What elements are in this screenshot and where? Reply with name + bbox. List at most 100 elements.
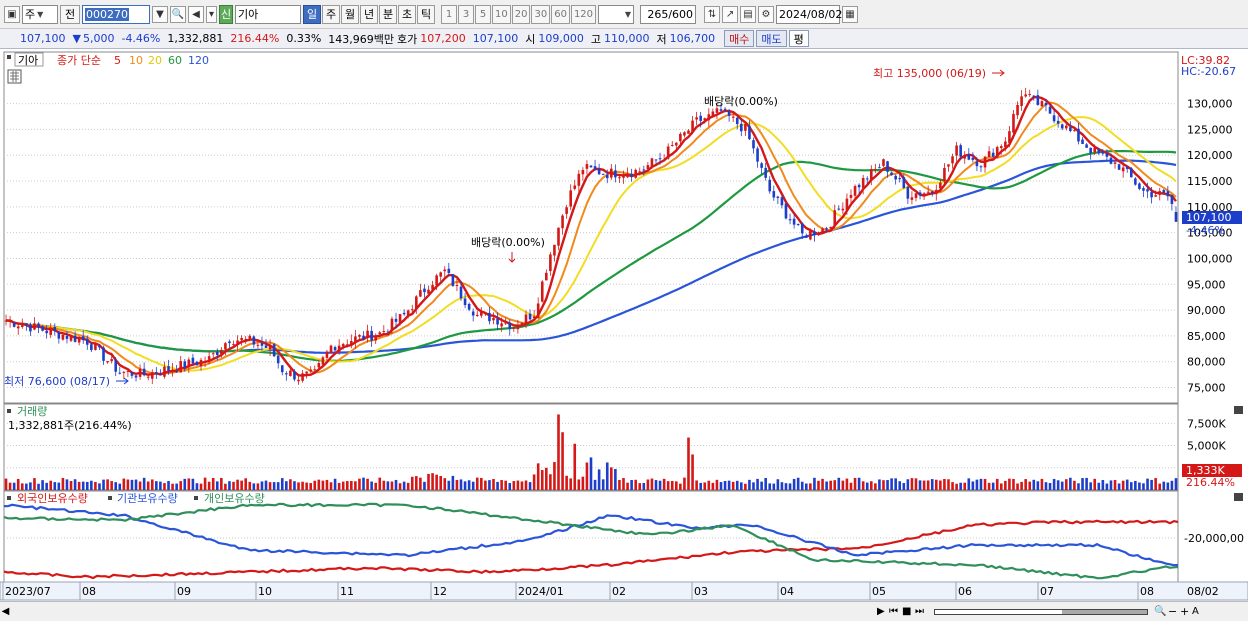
candle [593,159,597,171]
interval-button-3[interactable]: 3 [458,4,474,24]
custom-interval-select[interactable]: ▼ [598,4,635,24]
volume-bar [934,479,938,490]
volume-bar [37,483,40,490]
period-button-월[interactable]: 월 [341,4,359,24]
candle [341,342,345,350]
candle [305,371,308,379]
date-value: 2024/08/02 [779,7,843,21]
volume-bar [439,476,442,490]
volume-bar [670,480,674,490]
font-size-icon[interactable]: A [1192,606,1199,617]
holding-close-icon[interactable] [1234,493,1243,501]
candle [345,339,349,348]
candle [480,307,483,319]
period-button-년[interactable]: 년 [360,4,378,24]
legend-marker [7,409,11,413]
chart-tools-icon[interactable]: ⇅ [704,5,721,23]
scroll-left-icon[interactable]: ◀ [1,606,10,617]
volume-bar [788,483,792,490]
stock-name-field[interactable]: 기아 [235,4,301,24]
candle [443,266,447,278]
candle [520,322,524,325]
interval-button-30[interactable]: 30 [531,4,551,24]
candle [735,116,739,130]
count-field[interactable]: 265/600 [640,4,697,24]
interval-button-120[interactable]: 120 [570,4,597,24]
interval-button-60[interactable]: 60 [551,4,570,24]
current-price: 107,100 [20,32,66,45]
volume-close-icon[interactable] [1234,406,1243,414]
next-icon[interactable]: ⏭ [915,606,924,617]
stop-icon[interactable]: ■ [902,606,912,617]
interval-button-20[interactable]: 20 [511,4,531,24]
candle [817,231,820,236]
draw-tools-icon[interactable]: ↗ [722,5,739,23]
search-icon[interactable]: 🔍 [170,5,186,23]
window-icon[interactable]: ▣ [4,5,20,23]
prev-button[interactable]: 전 [60,4,80,24]
volume-bar [20,483,24,490]
volume-bar [666,481,670,490]
stock-chart[interactable]: 75,00080,00085,00090,00095,000100,000105… [0,49,1248,601]
period-button-분[interactable]: 분 [379,4,397,24]
volume-bar [597,469,601,490]
candle [955,141,958,162]
zoom-search-icon[interactable]: 🔍 [1154,606,1167,617]
candle [224,341,227,356]
interval-button-5[interactable]: 5 [475,4,491,24]
candle [524,310,528,329]
volume-bar [878,479,881,490]
candle [276,355,280,369]
bottom-toolbar: ◀ ▶ ⏮ ■ ⏭ 🔍 − + A [0,601,1248,621]
turnover-ratio: 0.33% [286,32,322,45]
volume-bar [540,470,544,490]
market-select[interactable]: 주 ▼ [22,4,58,24]
candle [358,334,361,342]
volume-bar [280,478,284,490]
candle [1097,147,1101,156]
buy-button[interactable]: 매수 [724,30,755,47]
code-input[interactable]: 000270 [82,4,150,24]
zoom-out-icon[interactable]: − [1168,605,1178,618]
period-button-초[interactable]: 초 [398,4,416,24]
sell-button[interactable]: 매도 [756,30,787,47]
calendar-icon[interactable]: ▦ [842,5,859,23]
volume-bar [898,481,902,490]
speaker-dropdown-icon[interactable]: ▾ [206,5,217,23]
code-dropdown-icon[interactable]: ▼ [152,5,168,23]
gear-icon[interactable]: ⚙ [758,5,775,23]
candle [943,163,946,187]
volume-bar [768,483,772,490]
candle [1044,98,1048,112]
candle [744,123,747,136]
candle [488,307,491,325]
candle [634,168,637,179]
save-icon[interactable]: ▤ [740,5,757,23]
volume-bar [821,478,824,490]
scroll-right-icon[interactable]: ▶ [877,606,885,617]
zoom-slider[interactable] [934,608,1148,615]
volume-bar [337,482,341,490]
date-field[interactable]: 2024/08/02 [776,4,843,24]
volume-bar [536,463,540,490]
period-button-주[interactable]: 주 [322,4,340,24]
legend-marker [7,55,11,59]
volume-bar [642,482,646,490]
candle [33,317,36,331]
interval-button-10[interactable]: 10 [492,4,511,24]
scroll-track[interactable] [11,605,877,619]
zoom-in-icon[interactable]: + [1180,605,1190,618]
stock-name-value: 기아 [238,8,259,21]
speaker-icon[interactable]: ◀ [188,5,204,23]
period-button-틱[interactable]: 틱 [417,4,435,24]
low-label: 저 [656,32,667,46]
table-toggle-icon[interactable] [7,69,22,84]
candle [1105,149,1109,161]
candle [451,273,455,287]
candle [654,159,658,164]
interval-button-1[interactable]: 1 [441,4,457,24]
avg-button[interactable]: 평 [788,30,809,47]
first-page-icon[interactable]: ⏮ [889,606,898,617]
period-button-일[interactable]: 일 [303,4,321,24]
legend-individual: 개인보유수량 [204,492,265,505]
